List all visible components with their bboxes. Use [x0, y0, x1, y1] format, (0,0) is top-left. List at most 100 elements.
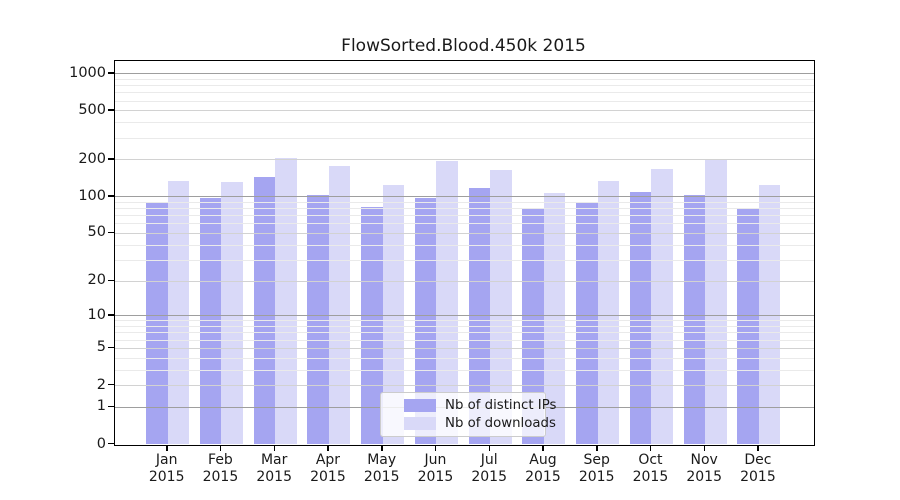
x-tick-dec — [757, 444, 759, 451]
x-tick-label-nov: Nov 2015 — [664, 452, 744, 486]
x-tick-jul — [488, 444, 491, 451]
bar-downloads-jun — [436, 160, 458, 445]
gridline-10 — [115, 315, 814, 317]
x-tick-label-apr: Apr 2015 — [288, 452, 368, 486]
plot-area: Nb of distinct IPs Nb of downloads — [114, 60, 815, 446]
legend-label-distinct-ips: Nb of distinct IPs — [445, 398, 557, 413]
x-tick-year: 2015 — [686, 469, 722, 485]
legend-swatch-distinct-ips — [404, 399, 436, 412]
bar-distinct-ips-sep — [576, 202, 598, 445]
x-tick-jun — [434, 444, 437, 451]
x-tick-year: 2015 — [632, 469, 669, 485]
legend-item-distinct-ips: Nb of distinct IPs — [404, 398, 556, 413]
x-tick-month: Feb — [208, 452, 233, 468]
x-tick-feb — [219, 444, 222, 451]
x-tick-apr — [327, 444, 329, 451]
bar-downloads-aug — [543, 192, 566, 445]
x-tick-label-may: May 2015 — [342, 452, 422, 486]
bar-downloads-sep — [597, 181, 620, 445]
legend-item-downloads: Nb of downloads — [404, 416, 556, 431]
gridline-7 — [115, 332, 814, 334]
x-tick-month: Apr — [315, 452, 341, 468]
x-tick-label-aug: Aug 2015 — [503, 452, 583, 486]
gridline-400 — [115, 122, 814, 124]
y-tick-5 — [108, 346, 114, 349]
gridline-1000 — [115, 73, 814, 75]
bars-layer — [115, 61, 814, 445]
x-tick-label-jan: Jan 2015 — [127, 452, 207, 486]
y-tick-100 — [108, 195, 114, 197]
x-tick-month: Mar — [260, 452, 288, 468]
bar-downloads-feb — [221, 181, 243, 445]
y-tick-label-10: 10 — [87, 306, 106, 323]
bar-downloads-jan — [167, 180, 190, 445]
gridline-80 — [115, 208, 814, 210]
y-tick-label-5: 5 — [96, 339, 106, 356]
y-tick-1000 — [108, 72, 114, 74]
gridline-4 — [115, 357, 814, 359]
x-tick-year: 2015 — [202, 469, 239, 485]
y-tick-200 — [108, 158, 114, 160]
bar-distinct-ips-oct — [629, 192, 652, 445]
gridline-6 — [115, 339, 814, 341]
gridlines-layer — [115, 61, 814, 445]
y-tick-label-20: 20 — [87, 272, 106, 289]
y-tick-label-2: 2 — [96, 376, 106, 393]
y-tick-label-50: 50 — [87, 224, 106, 241]
x-tick-label-oct: Oct 2015 — [610, 452, 690, 486]
bar-distinct-ips-nov — [683, 195, 706, 445]
bar-distinct-ips-mar — [253, 176, 276, 445]
gridline-900 — [115, 78, 814, 80]
y-tick-label-200: 200 — [78, 150, 106, 167]
y-tick-label-500: 500 — [78, 101, 106, 118]
x-tick-year: 2015 — [363, 469, 400, 485]
gridline-9 — [115, 320, 814, 322]
y-tick-label-0: 0 — [96, 435, 106, 452]
bar-distinct-ips-apr — [307, 194, 329, 445]
x-tick-month: Sep — [583, 452, 610, 468]
y-tick-label-100: 100 — [78, 187, 106, 204]
legend: Nb of distinct IPs Nb of downloads — [380, 392, 556, 437]
gridline-500 — [115, 110, 814, 112]
x-tick-year: 2015 — [471, 469, 507, 485]
y-tick-50 — [108, 231, 114, 234]
gridline-70 — [115, 215, 814, 217]
x-tick-month: Oct — [638, 452, 663, 468]
gridline-40 — [115, 244, 814, 246]
x-tick-label-jun: Jun 2015 — [395, 452, 475, 486]
y-tick-label-1: 1 — [96, 398, 106, 415]
gridline-3 — [115, 369, 814, 371]
x-tick-month: Aug — [529, 452, 557, 468]
chart-title: FlowSorted.Blood.450k 2015 — [341, 36, 586, 56]
x-tick-jan — [166, 444, 168, 451]
x-tick-year: 2015 — [256, 469, 292, 485]
gridline-30 — [115, 259, 814, 261]
y-tick-1 — [108, 405, 114, 408]
legend-label-downloads: Nb of downloads — [445, 416, 556, 431]
bar-downloads-apr — [328, 165, 351, 445]
bar-downloads-dec — [758, 184, 781, 445]
gridline-300 — [115, 137, 814, 139]
gridline-50 — [115, 232, 814, 234]
gridline-90 — [115, 201, 814, 203]
x-tick-year: 2015 — [525, 469, 561, 485]
x-tick-may — [381, 444, 383, 451]
x-tick-month: Jun — [424, 452, 447, 468]
x-tick-month: Dec — [744, 452, 772, 468]
x-tick-aug — [542, 444, 544, 451]
bar-downloads-jul — [490, 170, 512, 445]
x-tick-nov — [703, 444, 706, 451]
gridline-8 — [115, 326, 814, 328]
x-tick-label-dec: Dec 2015 — [718, 452, 798, 486]
gridline-20 — [115, 280, 814, 282]
gridline-200 — [115, 159, 814, 161]
gridline-60 — [115, 223, 814, 225]
x-tick-label-feb: Feb 2015 — [180, 452, 260, 486]
x-tick-year: 2015 — [740, 469, 776, 485]
gridline-600 — [115, 100, 814, 102]
gridline-5 — [115, 347, 814, 349]
bar-downloads-oct — [651, 169, 673, 445]
x-tick-year: 2015 — [578, 469, 615, 485]
x-tick-mar — [273, 444, 276, 451]
